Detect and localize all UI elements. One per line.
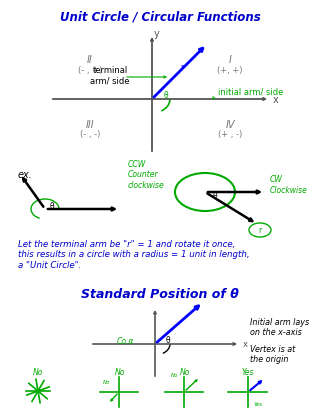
Text: I: I — [228, 55, 231, 65]
Text: No: No — [103, 380, 111, 385]
Text: No: No — [171, 373, 179, 377]
Text: CW
Clockwise: CW Clockwise — [270, 175, 308, 194]
Text: III: III — [86, 120, 94, 130]
Text: II: II — [87, 55, 93, 65]
Text: θ: θ — [164, 90, 168, 99]
Text: (- , -): (- , -) — [80, 130, 100, 139]
Text: Co,α: Co,α — [116, 337, 134, 346]
Text: x: x — [273, 95, 279, 105]
Text: r: r — [180, 63, 184, 72]
Text: θ: θ — [213, 192, 217, 201]
Text: Initial arm lays
on the x-axis: Initial arm lays on the x-axis — [250, 317, 309, 337]
Text: No: No — [180, 368, 190, 377]
Text: CCW
Counter
clockwise: CCW Counter clockwise — [128, 160, 165, 190]
Text: θ: θ — [50, 202, 54, 211]
Text: No: No — [115, 368, 125, 377]
Text: (+ , -): (+ , -) — [218, 130, 242, 139]
Text: x: x — [243, 339, 248, 349]
Text: Let the terminal arm be "r" = 1 and rotate it once,
this results in a circle wit: Let the terminal arm be "r" = 1 and rota… — [18, 240, 250, 269]
Text: (- , +): (- , +) — [78, 65, 102, 74]
Text: (+, +): (+, +) — [217, 65, 243, 74]
Text: Yes: Yes — [242, 368, 254, 377]
Text: Unit Circle / Circular Functions: Unit Circle / Circular Functions — [60, 10, 260, 23]
Text: Yes: Yes — [253, 401, 262, 406]
Text: θ: θ — [166, 336, 170, 345]
Text: terminal
arm/ side: terminal arm/ side — [90, 66, 130, 85]
Text: ex.: ex. — [18, 170, 33, 180]
Text: Vertex is at
the origin: Vertex is at the origin — [250, 344, 295, 363]
Text: No: No — [33, 368, 43, 377]
Text: y: y — [154, 29, 160, 39]
Text: IV: IV — [225, 120, 235, 130]
Text: Standard Position of θ: Standard Position of θ — [81, 287, 239, 300]
Text: initial arm/ side: initial arm/ side — [218, 87, 284, 96]
Text: r: r — [258, 226, 262, 235]
